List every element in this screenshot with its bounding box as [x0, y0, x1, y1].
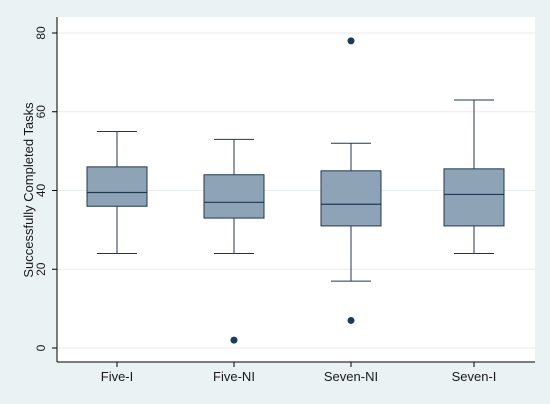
box-five-ni [203, 138, 265, 344]
box-seven-ni [320, 37, 382, 324]
box-five-i [86, 130, 148, 254]
boxes [86, 37, 505, 344]
y-tick-label: 80 [34, 26, 48, 40]
outlier-point [230, 336, 238, 344]
x-tick-label: Seven-I [452, 369, 497, 384]
x-tick-label: Five-I [101, 369, 134, 384]
iqr-box [320, 170, 382, 227]
y-axis: 0 20 40 60 80 [34, 17, 58, 362]
iqr-box [443, 168, 505, 227]
iqr-box [203, 174, 265, 219]
y-tick-label: 60 [34, 105, 48, 119]
y-tick-label: 0 [34, 344, 48, 351]
x-tick-label: Seven-NI [324, 369, 378, 384]
y-tick-label: 40 [34, 184, 48, 198]
iqr-box [86, 166, 148, 207]
outlier-point [347, 316, 355, 324]
x-tick-label: Five-NI [213, 369, 255, 384]
y-axis-title: Successfully Completed Tasks [21, 102, 36, 278]
x-axis: Five-I Five-NI Seven-NI Seven-I [57, 361, 535, 384]
y-tick-label: 20 [34, 262, 48, 276]
box-seven-i [443, 99, 505, 254]
outlier-point [347, 37, 355, 45]
